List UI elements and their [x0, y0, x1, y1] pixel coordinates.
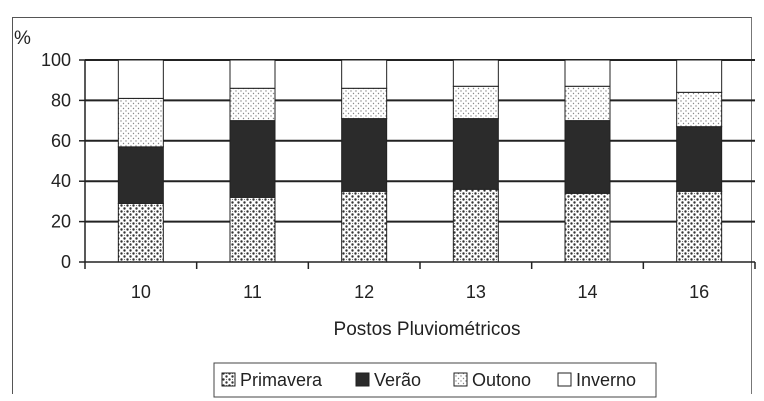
x-tick-label: 16 [689, 282, 709, 302]
axes [79, 59, 756, 269]
legend: Primavera Verão Outono Inverno [221, 370, 636, 390]
bar-segment-verão [341, 118, 388, 192]
bar-segment-outono [564, 85, 611, 122]
bar-segment-verão [452, 118, 499, 190]
legend-swatch-verão [355, 372, 370, 387]
y-tick-label: 60 [51, 131, 71, 151]
legend-label: Primavera [240, 370, 323, 390]
y-tick-label: 40 [51, 171, 71, 191]
legend-label: Inverno [576, 370, 636, 390]
y-tick-label: 20 [51, 212, 71, 232]
bar-segment-outono [676, 91, 723, 128]
x-tick-label: 10 [131, 282, 151, 302]
y-tick-label: 0 [61, 252, 71, 272]
bar-segment-primavera [229, 196, 276, 263]
bar-segment-outono [452, 85, 499, 120]
bars [117, 59, 723, 263]
legend-box [213, 362, 657, 398]
bar-segment-primavera [676, 190, 723, 263]
bar-segment-inverno [341, 59, 388, 89]
bar-segment-inverno [452, 59, 499, 87]
x-tick-label: 14 [577, 282, 597, 302]
y-tick-label: 80 [51, 90, 71, 110]
legend-label: Verão [374, 370, 421, 390]
bar-segment-verão [676, 126, 723, 192]
bar-segment-verão [564, 120, 611, 194]
legend-swatch-primavera [221, 372, 236, 387]
bar-segment-outono [117, 97, 164, 148]
bar-segment-outono [229, 87, 276, 122]
bar-segment-inverno [117, 59, 164, 99]
y-tick-label: 100 [41, 50, 71, 70]
bar-segment-primavera [564, 192, 611, 263]
y-axis-title: % [14, 28, 31, 49]
x-tick-label: 11 [243, 282, 262, 302]
bar-segment-primavera [452, 188, 499, 263]
x-tick-labels: 10 11 12 13 14 16 [131, 282, 709, 302]
bar-segment-verão [117, 146, 164, 204]
legend-swatch-outono [453, 372, 468, 387]
bar-segment-primavera [341, 190, 388, 263]
bar-segment-outono [341, 87, 388, 120]
bar-segment-inverno [564, 59, 611, 87]
bar-segment-inverno [676, 59, 723, 93]
x-tick-label: 12 [354, 282, 374, 302]
chart-frame [12, 17, 752, 394]
bar-segment-primavera [117, 202, 164, 263]
legend-swatch-inverno [557, 372, 572, 387]
y-tick-labels: 0 20 40 60 80 100 [41, 50, 71, 272]
bar-segment-inverno [229, 59, 276, 89]
grid-lines [85, 59, 755, 223]
x-tick-label: 13 [466, 282, 486, 302]
x-axis-title: Postos Pluviométricos [334, 319, 521, 340]
bar-segment-verão [229, 120, 276, 198]
legend-label: Outono [472, 370, 531, 390]
